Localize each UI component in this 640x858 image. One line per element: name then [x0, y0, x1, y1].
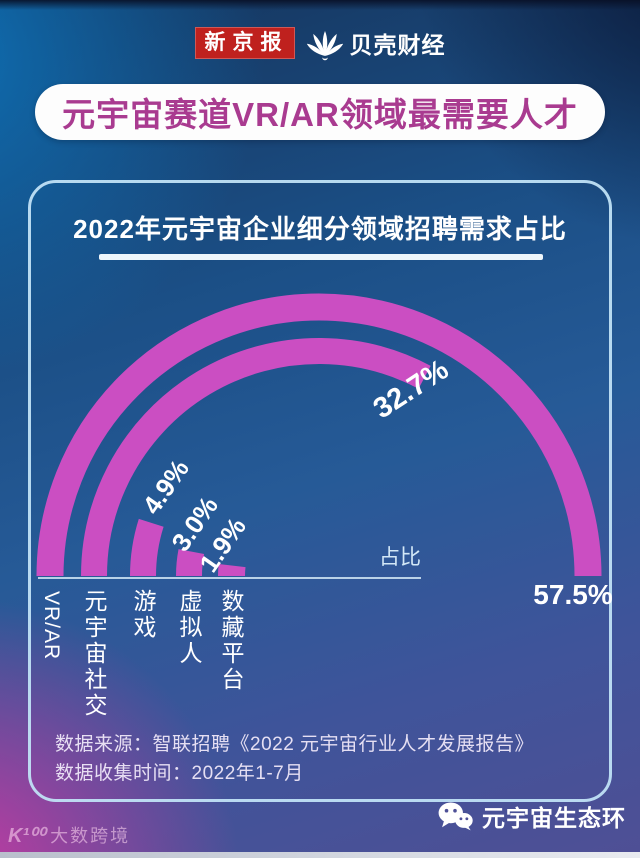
arc-digital-collection — [218, 564, 246, 577]
watermark-logo-icon: K¹⁰⁰ — [8, 825, 46, 847]
data-collection-line: 数据收集时间：2022年1-7月 — [55, 763, 304, 784]
title-banner: 元宇宙赛道VR/AR领域最需要人才 — [35, 84, 605, 140]
category-label-vr-ar: VR/AR — [40, 591, 63, 661]
account-name: 元宇宙生态环 — [482, 805, 626, 831]
beike-brand: 贝壳财经 — [306, 25, 446, 61]
category-label-digital-collection: 数藏平台 — [218, 589, 244, 693]
brand-name: 贝壳财经 — [349, 32, 446, 58]
shell-icon — [306, 31, 343, 61]
chart-title: 2022年元宇宙企业细分领域招聘需求占比 — [73, 214, 567, 244]
wechat-account: 元宇宙生态环 — [437, 799, 626, 833]
wechat-icon — [438, 802, 473, 831]
data-source-line: 数据来源：智联招聘《2022 元宇宙行业人才发展报告》 — [55, 734, 535, 755]
axis-label: 占比 — [379, 546, 421, 569]
arc-vr-ar — [36, 293, 602, 577]
category-label-virtual-human: 虚拟人 — [176, 589, 202, 667]
value-label-vr-ar: 57.5% — [533, 579, 612, 610]
watermark: K¹⁰⁰ 大数跨境 — [8, 822, 130, 848]
header: 新京报 贝壳财经 — [0, 25, 640, 61]
radial-bar-chart: 占比 57.5% 32.7% 4.9% 3.0% 1.9% — [36, 293, 613, 610]
arc-games — [129, 518, 164, 577]
bottom-edge-strip — [0, 852, 640, 858]
category-label-metaverse-social: 元宇宙社交 — [81, 589, 107, 719]
page-title: 元宇宙赛道VR/AR领域最需要人才 — [62, 96, 578, 133]
xinjingbao-masthead: 新京报 — [194, 27, 295, 59]
category-label-games: 游戏 — [130, 589, 156, 641]
title-underline — [99, 254, 543, 260]
chart-panel: 2022年元宇宙企业细分领域招聘需求占比 占比 57.5% 32.7% 4.9%… — [28, 180, 613, 802]
watermark-text: 大数跨境 — [50, 826, 131, 846]
arc-metaverse-social — [81, 337, 431, 577]
arc-virtual-human — [175, 549, 205, 577]
